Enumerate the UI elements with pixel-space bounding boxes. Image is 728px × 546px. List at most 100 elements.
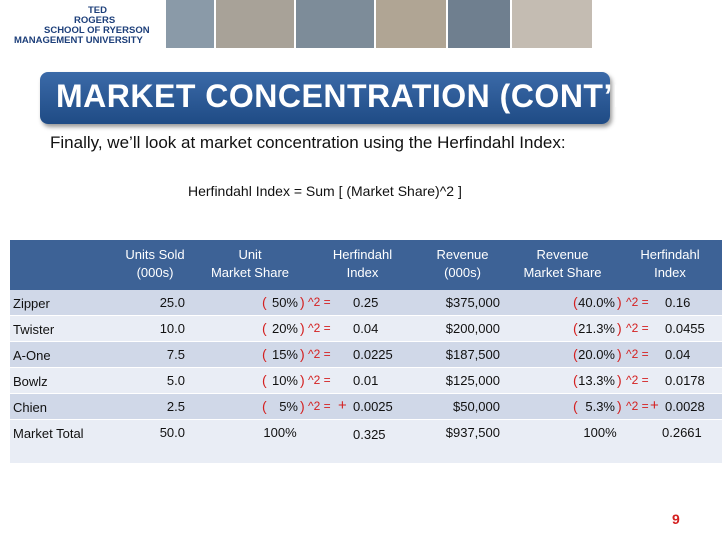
revenue: $125,000 [445, 373, 500, 388]
logo-text: MANAGEMENT UNIVERSITY [14, 36, 154, 46]
units: 2.5 [166, 399, 185, 414]
annotation-power: ^2 = [626, 399, 649, 413]
unit-share: 15% [271, 347, 298, 362]
header-cell: (000s) [136, 265, 174, 280]
header-row [10, 240, 722, 290]
annotation-open: ( [573, 372, 578, 388]
rev-hhi: 0.16 [665, 295, 691, 310]
annotation-power: ^2 = [626, 373, 649, 387]
annotation-close: ) [300, 320, 305, 336]
annotation-close: ) [300, 346, 305, 362]
unit-share: 20% [271, 321, 298, 336]
header-cell: Revenue [536, 247, 589, 262]
photo [166, 0, 214, 48]
annotation-open: ( [573, 346, 578, 362]
logo-text: SCHOOL OF RYERSON [14, 26, 154, 36]
annotation-open: ( [262, 398, 267, 414]
rev-share: 100% [583, 425, 617, 440]
annotation-close: ) [300, 398, 305, 414]
row-label: Bowlz [13, 374, 48, 389]
header-cell: Herfindahl [640, 247, 700, 262]
unit-hhi: 0.325 [353, 427, 386, 442]
row-label: Zipper [13, 296, 50, 311]
photo [448, 0, 510, 48]
unit-hhi: 0.25 [353, 295, 379, 310]
annotation-power: ^2 = [308, 399, 331, 413]
photo [216, 0, 294, 48]
annotation-power: ^2 = [626, 295, 649, 309]
page-number: 9 [672, 511, 680, 527]
annotation-plus: + [650, 397, 659, 414]
unit-share: 100% [263, 425, 297, 440]
units: 25.0 [159, 295, 185, 310]
annotation-open: ( [573, 320, 578, 336]
annotation-close: ) [300, 372, 305, 388]
logo-text: TED [88, 5, 107, 16]
rev-hhi: 0.0178 [665, 373, 705, 388]
revenue: $200,000 [445, 321, 500, 336]
annotation-power: ^2 = [308, 295, 331, 309]
table-row [10, 368, 722, 393]
title-banner [40, 72, 610, 124]
annotation-close: ) [617, 346, 622, 362]
annotation-close: ) [617, 372, 622, 388]
rev-hhi: 0.2661 [662, 425, 702, 440]
header-cell: Herfindahl [332, 247, 393, 262]
row-label: A-One [13, 348, 51, 363]
slide-title: MARKET CONCENTRATION (CONT’D) [56, 78, 648, 114]
annotation-power: ^2 = [308, 347, 331, 361]
table-row [10, 290, 722, 315]
unit-share: 50% [271, 295, 298, 310]
unit-share: 5% [279, 399, 298, 414]
annotation-plus: + [338, 397, 347, 414]
units: 10.0 [159, 321, 185, 336]
annotation-open: ( [262, 294, 267, 310]
rev-share: 40.0% [578, 295, 615, 310]
photo [512, 0, 592, 48]
annotation-close: ) [617, 398, 622, 414]
logo-text: MANAGEMENT [14, 35, 84, 46]
rev-share: 13.3% [578, 373, 615, 388]
photo [376, 0, 446, 48]
header-cell: Unit [238, 247, 262, 262]
annotation-open: ( [262, 372, 267, 388]
header-cell: Market Share [210, 265, 290, 280]
row-label: Market Total [13, 426, 84, 441]
rev-share: 21.3% [578, 321, 615, 336]
rev-share: 20.0% [578, 347, 615, 362]
rev-share: 5.3% [585, 399, 615, 414]
annotation-power: ^2 = [626, 347, 649, 361]
rev-hhi: 0.04 [665, 347, 691, 362]
annotation-power: ^2 = [308, 321, 331, 335]
revenue: $187,500 [445, 347, 500, 362]
logo-text: UNIVERSITY [85, 35, 143, 46]
annotation-open: ( [573, 294, 578, 310]
logo-text: ROGERS [74, 15, 116, 26]
units: 7.5 [166, 347, 185, 362]
annotation-close: ) [617, 294, 622, 310]
annotation-open: ( [262, 320, 267, 336]
unit-hhi: 0.04 [353, 321, 379, 336]
revenue: $50,000 [453, 399, 500, 414]
annotation-power: ^2 = [308, 373, 331, 387]
logo-text: SCHOOL OF [44, 25, 101, 36]
unit-hhi: 0.0025 [353, 399, 393, 414]
rev-hhi: 0.0028 [665, 399, 705, 414]
annotation-close: ) [617, 320, 622, 336]
unit-share: 10% [271, 373, 298, 388]
rev-hhi: 0.0455 [665, 321, 705, 336]
header-cell: Index [654, 265, 686, 280]
table-row [10, 420, 722, 463]
annotation-open: ( [573, 398, 578, 414]
header-cell: Units Sold [125, 247, 185, 262]
units: 5.0 [166, 373, 185, 388]
photo [296, 0, 374, 48]
header-cell: Index [346, 265, 379, 280]
table: Units Sold (000s) Unit Market Share Herfinda… [10, 240, 722, 468]
row-label: Twister [13, 322, 55, 337]
annotation-close: ) [300, 294, 305, 310]
row-label: Chien [13, 400, 47, 415]
unit-hhi: 0.0225 [353, 347, 393, 362]
table-row [10, 342, 722, 367]
